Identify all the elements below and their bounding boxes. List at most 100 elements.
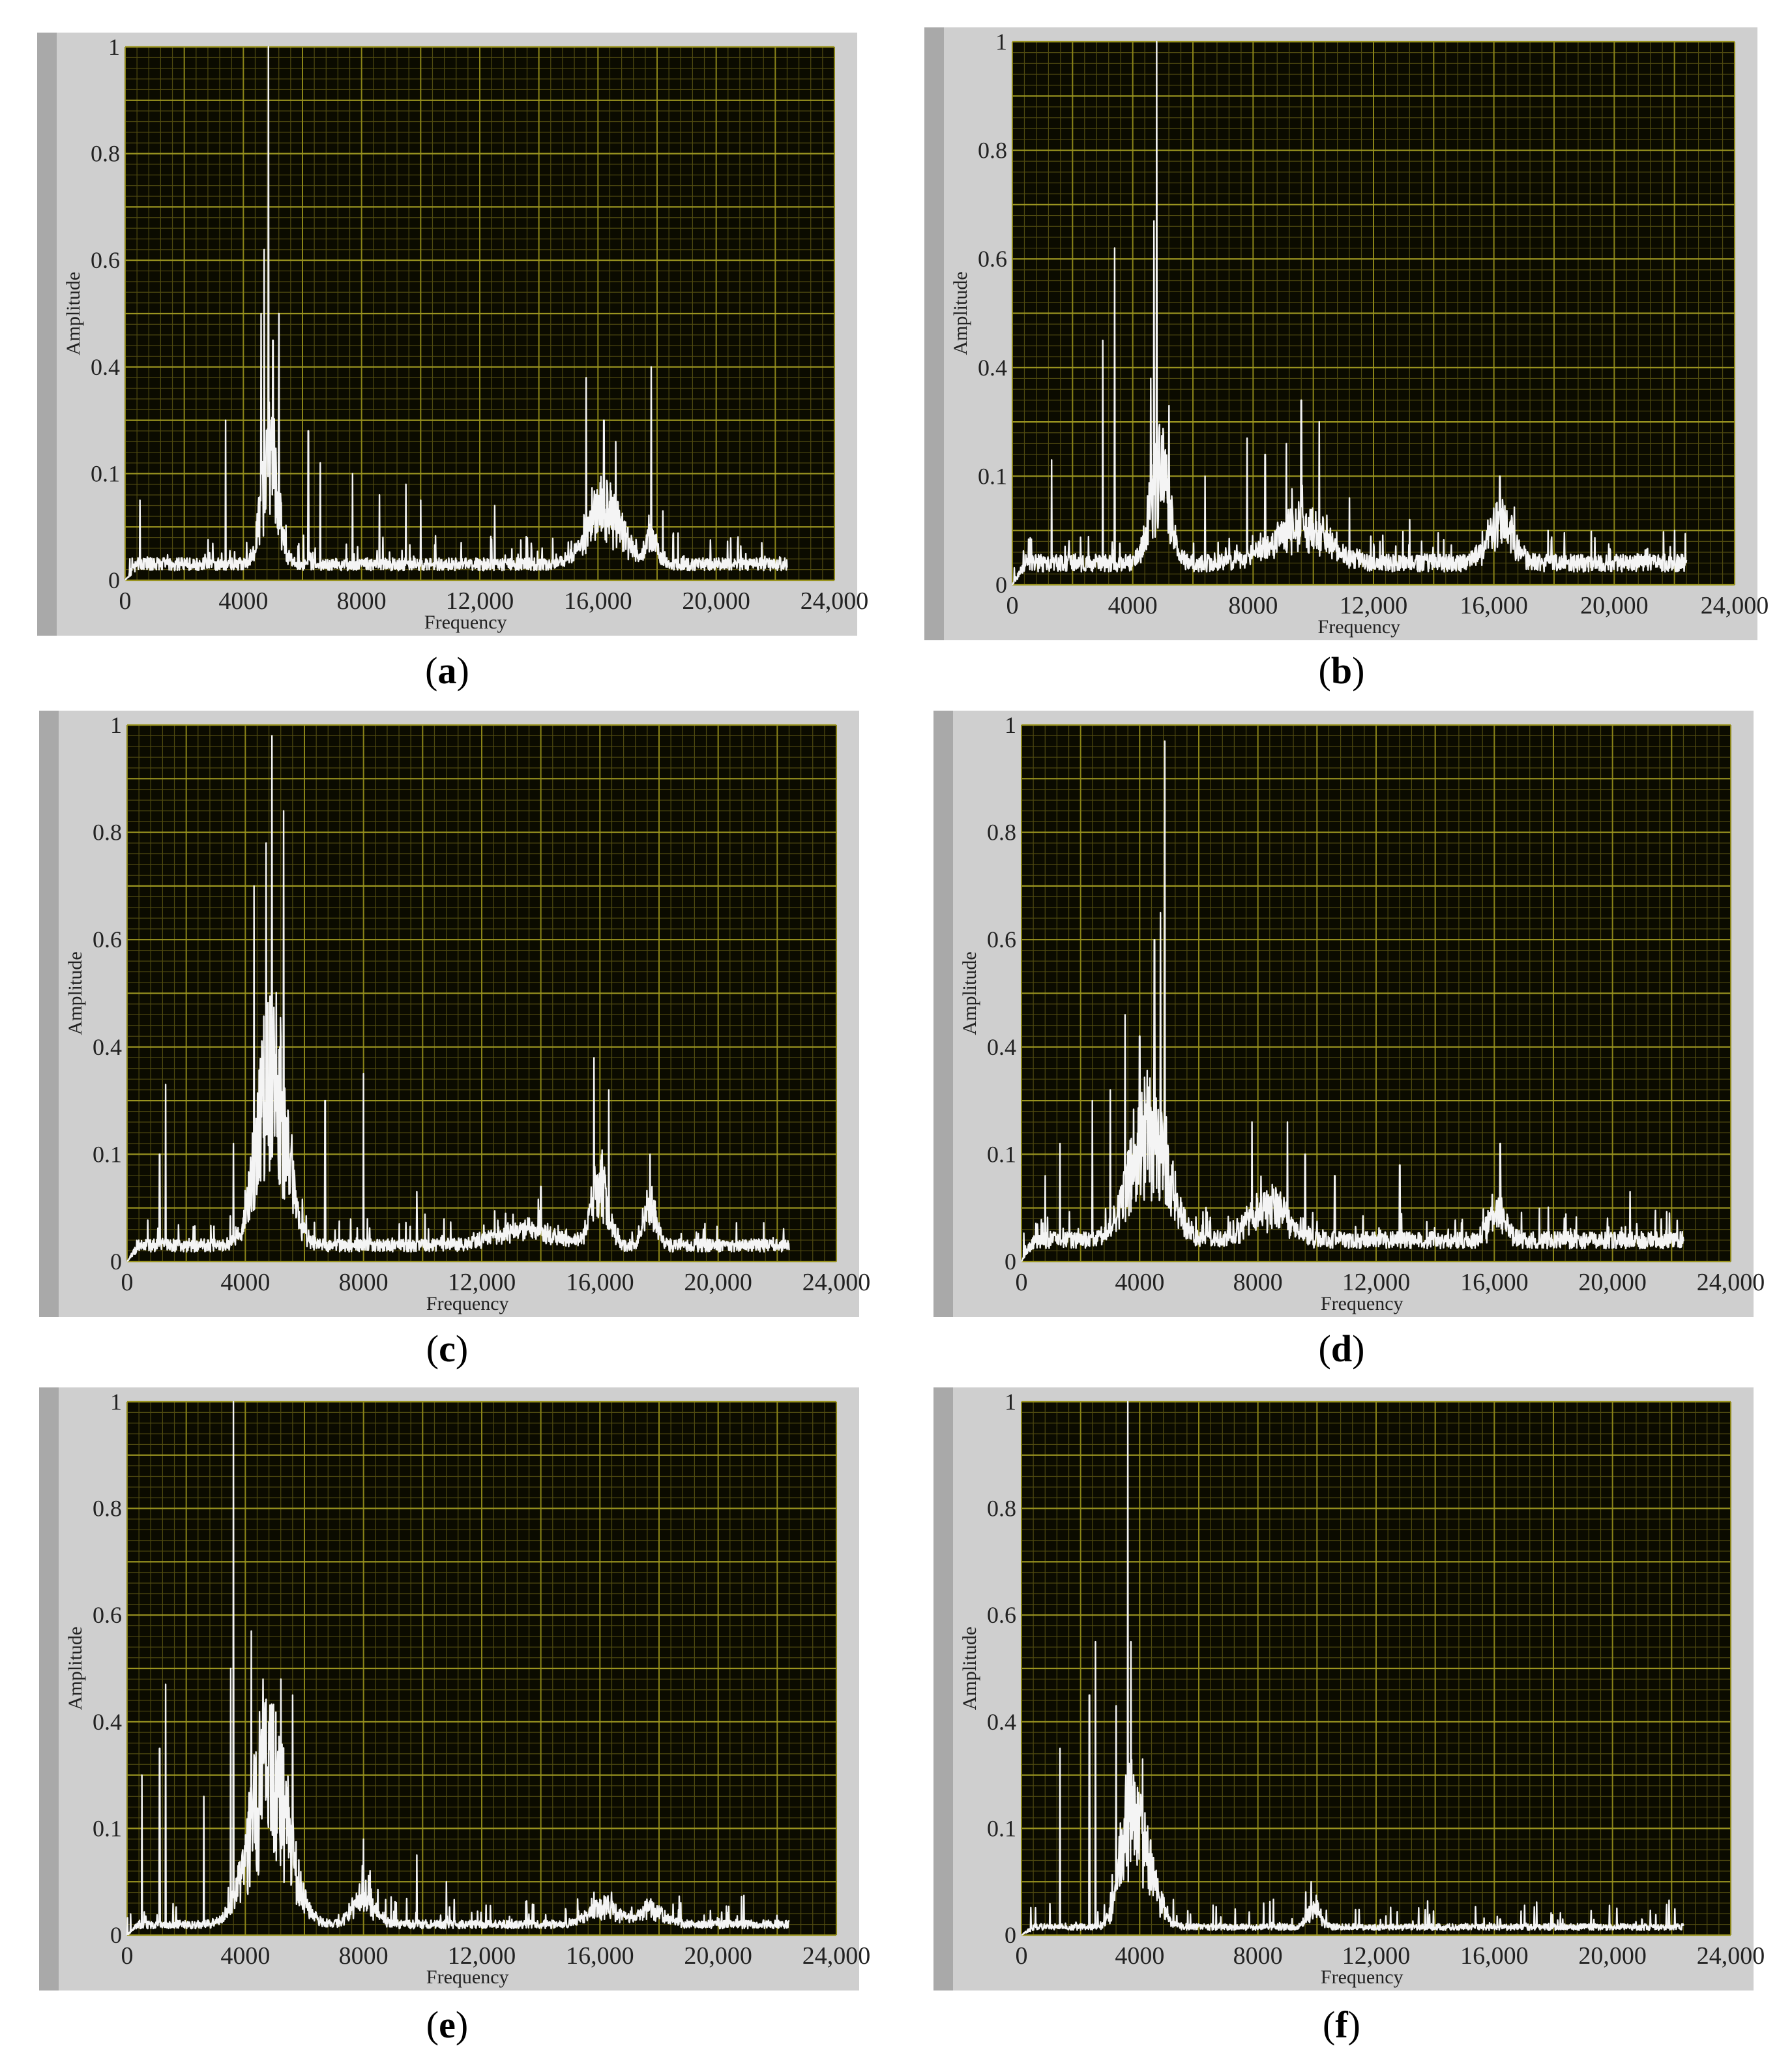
y-tick-label: 0.6 (978, 246, 1007, 272)
y-tick-label: 0.1 (987, 1141, 1016, 1167)
x-tick-label: 16,000 (564, 587, 632, 615)
y-axis-label: Amplitude (959, 1627, 980, 1710)
y-tick-label: 0.8 (93, 820, 122, 846)
x-tick-label: 20,000 (1580, 592, 1649, 619)
panel-frame-strip (37, 33, 57, 636)
x-tick-label: 16,000 (1460, 592, 1528, 619)
x-tick-label: 20,000 (682, 587, 750, 615)
y-axis-label: Amplitude (65, 1627, 86, 1710)
chart-svg-f: 0 0.1 0.4 0.6 0.8 1 0 4000 8000 12,000 16,000 20,00… (933, 1387, 1765, 1991)
y-tick-label: 1 (1005, 1389, 1016, 1415)
y-tick-label: 0 (110, 1249, 122, 1275)
chart-panel-b: 0 0.1 0.4 0.6 0.8 1 0 4000 8000 12,000 16,000 20,00… (924, 27, 1769, 640)
x-axis-label: Frequency (1318, 616, 1401, 638)
x-tick-label: 0 (1006, 592, 1019, 619)
y-axis-label: Amplitude (950, 271, 971, 355)
x-tick-label: 4000 (218, 587, 268, 615)
y-tick-label: 0.6 (987, 1602, 1016, 1628)
y-tick-label: 0 (1005, 1922, 1016, 1948)
y-tick-label: 0.8 (987, 820, 1016, 846)
panel-frame-strip (39, 1387, 59, 1991)
chart-panel-d: 0 0.1 0.4 0.6 0.8 1 0 4000 8000 12,000 16,000 20,00… (933, 711, 1765, 1317)
x-tick-label: 12,000 (446, 587, 514, 615)
grid (126, 724, 837, 1263)
x-tick-label: 12,000 (1342, 1942, 1411, 1970)
x-tick-label: 16,000 (1460, 1942, 1529, 1970)
x-tick-label: 8000 (1233, 1269, 1283, 1296)
panel-frame-strip (39, 711, 59, 1317)
chart-svg-a: 0 0.1 0.4 0.6 0.8 1 0 4000 8000 12,000 16,000 20,00… (37, 33, 868, 636)
x-tick-label: 24,000 (802, 1942, 871, 1970)
grid (1012, 40, 1735, 586)
y-axis-label: Amplitude (65, 951, 86, 1035)
y-tick-label: 0.4 (91, 354, 120, 380)
x-tick-label: 4000 (1115, 1269, 1164, 1296)
y-tick-label: 1 (108, 34, 120, 60)
chart-svg-c: 0 0.1 0.4 0.6 0.8 1 0 4000 8000 12,000 16,000 20,00… (39, 711, 870, 1317)
x-tick-label: 16,000 (1460, 1269, 1529, 1296)
y-tick-label: 1 (110, 712, 122, 738)
chart-svg-e: 0 0.1 0.4 0.6 0.8 1 0 4000 8000 12,000 16,000 20,00… (39, 1387, 870, 1991)
y-tick-label: 0.8 (987, 1496, 1016, 1522)
spectrum-line (126, 735, 790, 1262)
grid (1021, 724, 1731, 1263)
y-tick-label: 0.4 (987, 1034, 1016, 1060)
x-tick-label: 0 (119, 587, 132, 615)
chart-svg-d: 0 0.1 0.4 0.6 0.8 1 0 4000 8000 12,000 16,000 20,00… (933, 711, 1765, 1317)
x-tick-label: 12,000 (1342, 1269, 1411, 1296)
chart-panel-c: 0 0.1 0.4 0.6 0.8 1 0 4000 8000 12,000 16,000 20,00… (39, 711, 870, 1317)
x-tick-label: 12,000 (448, 1269, 516, 1296)
y-tick-label: 0 (995, 572, 1007, 598)
y-tick-label: 0.1 (978, 463, 1007, 489)
y-axis-label: Amplitude (63, 272, 84, 355)
x-tick-label: 24,000 (1701, 592, 1769, 619)
y-tick-label: 0.6 (987, 926, 1016, 953)
x-tick-label: 0 (1016, 1269, 1028, 1296)
x-axis-label: Frequency (426, 1293, 509, 1314)
spectrum-line (1011, 40, 1688, 585)
y-tick-label: 0.1 (93, 1815, 122, 1841)
y-tick-label: 0 (110, 1922, 122, 1948)
x-tick-label: 20,000 (1578, 1942, 1647, 1970)
spectrum-line (1021, 1400, 1684, 1936)
x-tick-label: 4000 (1108, 592, 1158, 619)
grid (125, 46, 835, 582)
caption-b: (b) (1318, 649, 1365, 692)
panel-frame-strip (924, 27, 944, 640)
x-tick-label: 4000 (1115, 1942, 1164, 1970)
y-axis-label: Amplitude (959, 951, 980, 1035)
x-tick-label: 8000 (1233, 1942, 1283, 1970)
x-tick-label: 0 (121, 1269, 134, 1296)
x-tick-label: 16,000 (566, 1942, 634, 1970)
x-tick-label: 20,000 (1578, 1269, 1647, 1296)
y-tick-label: 1 (110, 1389, 122, 1415)
x-tick-label: 20,000 (684, 1269, 752, 1296)
spectrum-line (126, 1400, 790, 1936)
x-axis-label: Frequency (424, 612, 507, 633)
x-tick-label: 0 (1016, 1942, 1028, 1970)
x-tick-label: 24,000 (801, 587, 869, 615)
caption-a: (a) (425, 649, 469, 692)
y-tick-label: 0.1 (91, 460, 120, 486)
y-tick-label: 0.6 (93, 926, 122, 953)
y-tick-label: 0.4 (987, 1709, 1016, 1735)
x-tick-label: 20,000 (684, 1942, 752, 1970)
y-tick-label: 0.8 (91, 141, 120, 167)
x-tick-label: 0 (121, 1942, 134, 1970)
x-tick-label: 24,000 (802, 1269, 871, 1296)
y-tick-label: 0.4 (978, 355, 1007, 381)
panel-frame-strip (933, 1387, 953, 1991)
grid (1021, 1400, 1731, 1936)
x-tick-label: 4000 (220, 1942, 270, 1970)
x-tick-label: 24,000 (1697, 1269, 1765, 1296)
x-tick-label: 8000 (339, 1942, 389, 1970)
y-tick-label: 0 (1005, 1249, 1016, 1275)
y-tick-label: 0 (108, 567, 120, 593)
x-tick-label: 12,000 (1340, 592, 1408, 619)
x-tick-label: 16,000 (566, 1269, 634, 1296)
spectrum-line (1020, 740, 1684, 1262)
y-tick-label: 0.8 (978, 138, 1007, 164)
y-tick-label: 0.4 (93, 1709, 122, 1735)
chart-panel-e: 0 0.1 0.4 0.6 0.8 1 0 4000 8000 12,000 16,000 20,00… (39, 1387, 870, 1991)
x-tick-label: 8000 (337, 587, 387, 615)
